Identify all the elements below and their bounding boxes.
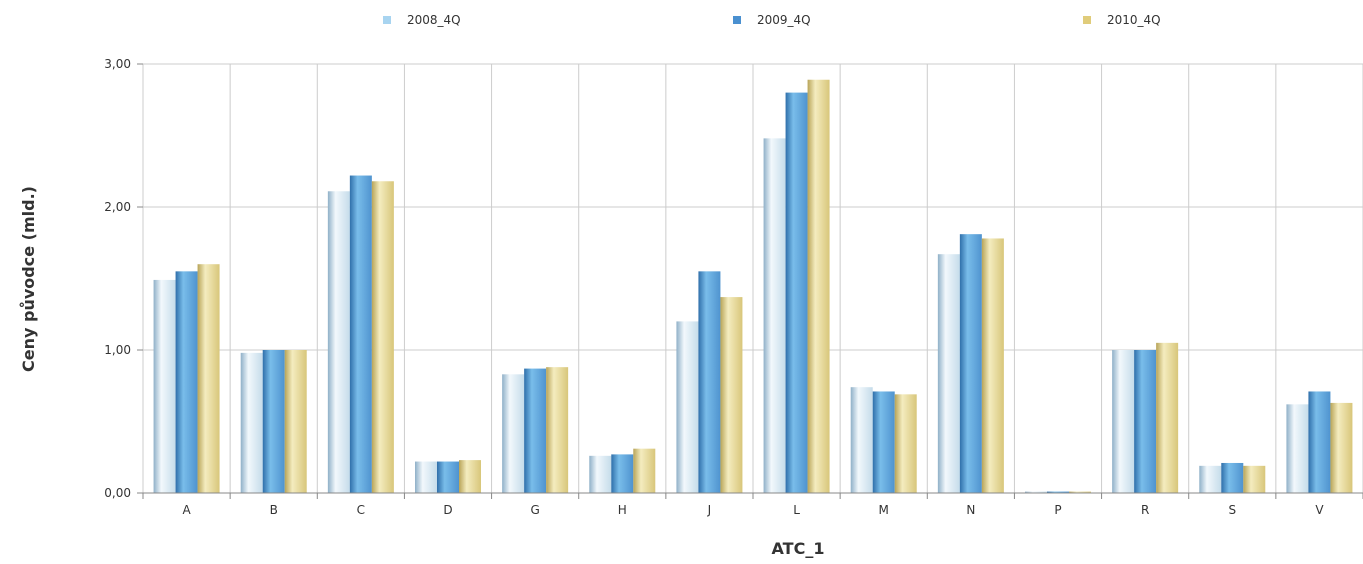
bar-2010_4Q-C [371, 181, 394, 493]
bar-2010_4Q-S [1243, 465, 1266, 493]
bar-2009_4Q-D [437, 461, 459, 493]
bar-2008_4Q-L [763, 138, 786, 494]
x-tick-label: N [966, 503, 975, 517]
x-tick-label: R [1141, 503, 1149, 517]
bar-2009_4Q-P [1047, 491, 1069, 493]
x-tick-label: D [443, 503, 452, 517]
bar-2009_4Q-J [698, 271, 721, 493]
bar-2009_4Q-S [1221, 462, 1244, 493]
bar-2009_4Q-A [175, 271, 198, 493]
bar-2008_4Q-H [589, 455, 612, 493]
bar-2008_4Q-B [240, 352, 263, 493]
x-tick-label: H [618, 503, 627, 517]
bar-2008_4Q-S [1199, 465, 1222, 493]
bar-2008_4Q-G [502, 374, 525, 493]
bar-2010_4Q-J [720, 297, 743, 493]
bar-2008_4Q-J [676, 321, 699, 493]
bar-2010_4Q-P [1069, 491, 1091, 493]
legend: 2008_4Q 2009_4Q 2010_4Q [383, 13, 1161, 27]
x-tick-label: C [357, 503, 365, 517]
x-tick-label: J [707, 503, 712, 517]
bar-2010_4Q-R [1156, 342, 1179, 493]
bar-2009_4Q-R [1134, 350, 1157, 493]
x-tick-label: S [1228, 503, 1236, 517]
bar-2010_4Q-M [894, 394, 917, 493]
y-tick-label: 2,00 [104, 200, 131, 214]
bar-2009_4Q-H [611, 454, 634, 493]
bar-2008_4Q-R [1112, 350, 1135, 493]
x-tick-label: G [530, 503, 539, 517]
x-tick-label: V [1315, 503, 1324, 517]
y-tick-label: 0,00 [104, 486, 131, 500]
legend-label-2009_4Q: 2009_4Q [757, 13, 811, 27]
x-tick-label: B [270, 503, 278, 517]
x-tick-label: L [793, 503, 800, 517]
bars [153, 79, 1353, 494]
bar-2009_4Q-L [785, 92, 808, 493]
bar-2009_4Q-V [1308, 391, 1331, 493]
bar-2010_4Q-L [807, 79, 830, 493]
bar-2009_4Q-C [349, 175, 372, 494]
y-tick-label: 1,00 [104, 343, 131, 357]
legend-label-2008_4Q: 2008_4Q [407, 13, 461, 27]
x-tick-label: P [1054, 503, 1061, 517]
y-tick-label: 3,00 [104, 57, 131, 71]
bar-2008_4Q-D [415, 461, 437, 493]
bar-2008_4Q-P [1025, 491, 1047, 493]
bar-2008_4Q-M [850, 387, 873, 493]
bar-2008_4Q-N [937, 254, 960, 493]
bar-2009_4Q-G [524, 368, 547, 493]
bar-2009_4Q-B [262, 350, 285, 493]
bar-2010_4Q-V [1330, 402, 1353, 493]
bar-2010_4Q-B [284, 350, 307, 493]
bar-2009_4Q-M [872, 391, 895, 493]
x-tick-label: M [879, 503, 889, 517]
y-axis-title: Ceny původce (mld.) [19, 186, 38, 372]
bar-2008_4Q-C [327, 191, 350, 493]
legend-swatch-2010_4Q [1083, 16, 1091, 24]
bar-2008_4Q-A [153, 279, 176, 493]
bar-2010_4Q-A [197, 264, 220, 493]
bar-2009_4Q-N [959, 234, 982, 494]
x-tick-label: A [182, 503, 191, 517]
x-axis-title: ATC_1 [772, 539, 825, 558]
bar-2010_4Q-N [981, 238, 1004, 493]
axes: 0,00 1,00 2,00 3,00 A B C D G H J L M N P R S V [104, 57, 1363, 517]
legend-swatch-2008_4Q [383, 16, 391, 24]
grid [142, 63, 1363, 494]
bar-2010_4Q-D [459, 460, 481, 493]
bar-2010_4Q-G [546, 367, 569, 493]
legend-swatch-2009_4Q [733, 16, 741, 24]
bar-2010_4Q-H [633, 448, 656, 493]
legend-label-2010_4Q: 2010_4Q [1107, 13, 1161, 27]
bar-2008_4Q-V [1286, 404, 1309, 493]
